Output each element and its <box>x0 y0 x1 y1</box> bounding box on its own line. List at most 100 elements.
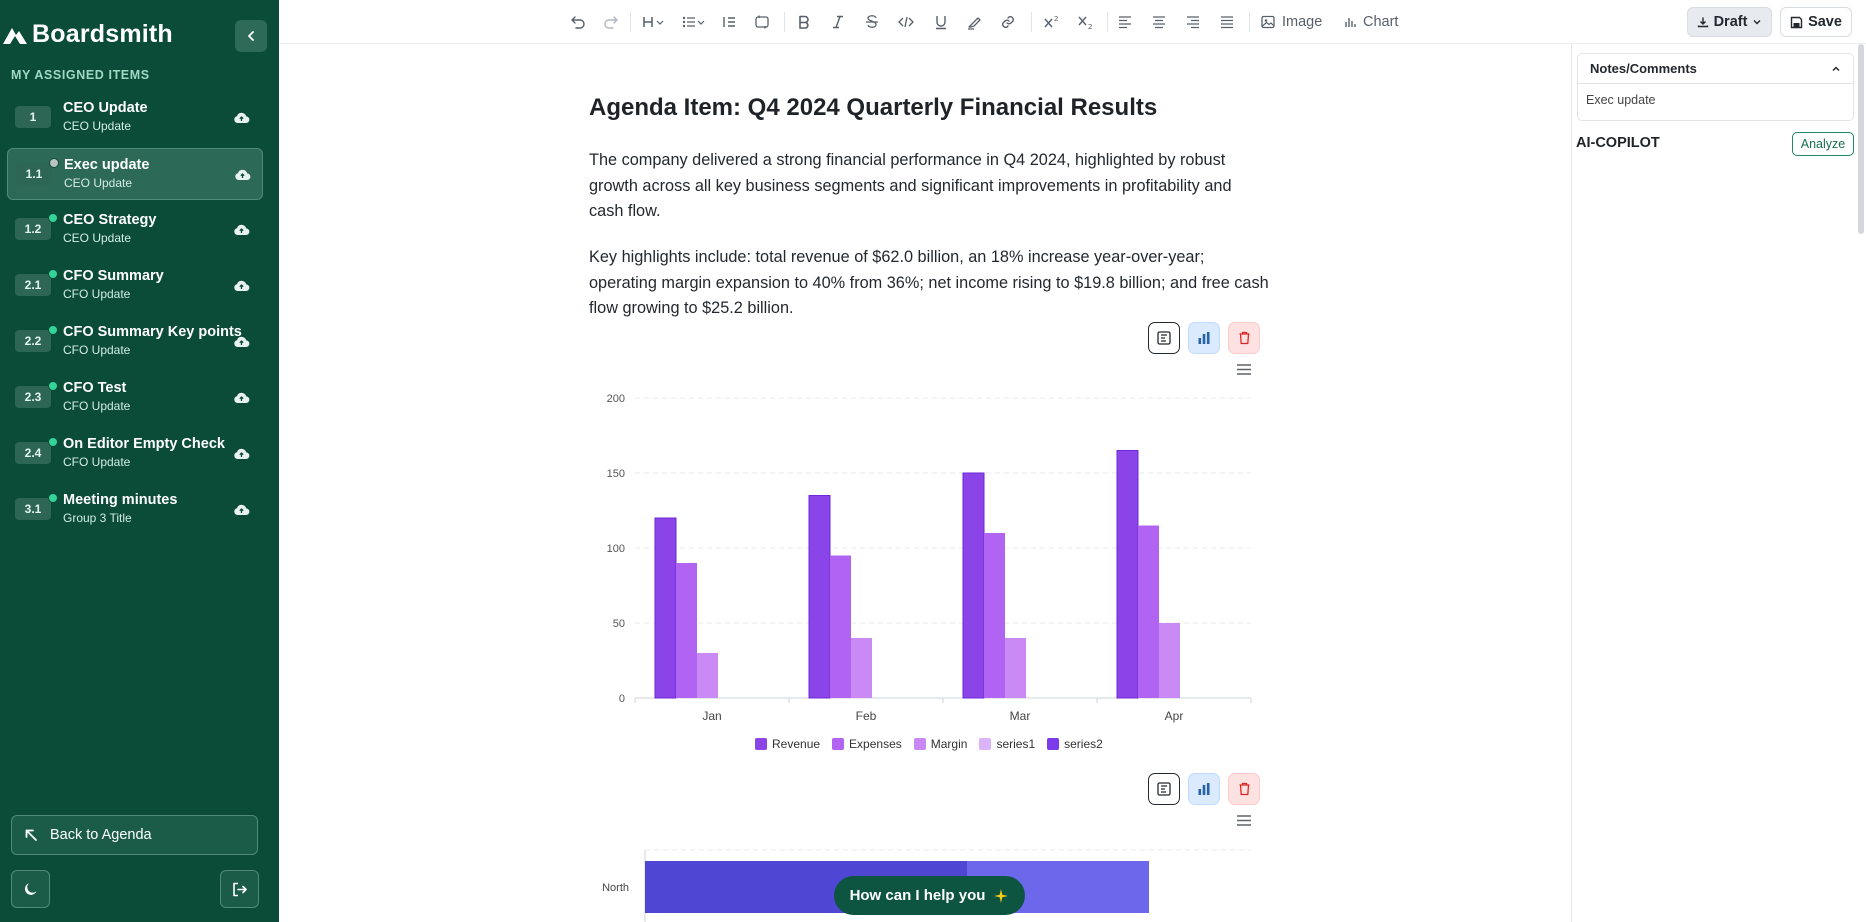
legend-item[interactable]: Expenses <box>832 737 902 751</box>
insert-image-button[interactable]: Image <box>1260 10 1322 34</box>
status-dot <box>48 437 58 447</box>
align-left-button[interactable] <box>1115 10 1135 34</box>
ai-help-label: How can I help you <box>849 887 986 904</box>
heading-dropdown[interactable] <box>641 10 667 34</box>
draft-status-dropdown[interactable]: Draft <box>1687 7 1772 37</box>
legend-item[interactable]: series2 <box>1047 737 1103 751</box>
svg-text:2: 2 <box>1088 23 1092 30</box>
sidebar-item[interactable]: 2.1 CFO Summary CFO Update <box>7 260 263 312</box>
brand[interactable]: Boardsmith <box>2 20 173 49</box>
cloud-upload-icon[interactable] <box>234 168 251 181</box>
trash-icon <box>1239 331 1249 345</box>
save-button[interactable]: Save <box>1780 7 1852 37</box>
legend-item[interactable]: Revenue <box>755 737 820 751</box>
italic-icon <box>833 15 843 29</box>
notes-body[interactable]: Exec update <box>1586 93 1656 107</box>
legend-swatch <box>832 738 845 750</box>
item-title: On Editor Empty Check <box>63 436 225 452</box>
cloud-upload-icon[interactable] <box>233 279 250 292</box>
superscript-icon: 2 <box>1044 15 1058 28</box>
underline-button[interactable] <box>931 10 951 34</box>
paragraph-1[interactable]: The company delivered a strong financial… <box>589 151 1232 220</box>
underline-icon <box>936 16 946 30</box>
analyze-button[interactable]: Analyze <box>1792 132 1854 156</box>
bar <box>1116 450 1139 699</box>
chevron-up-icon[interactable] <box>1831 64 1841 74</box>
x-tick-label: Jan <box>702 709 721 723</box>
bold-button[interactable] <box>794 10 814 34</box>
sidebar-item[interactable]: 2.4 On Editor Empty Check CFO Update <box>7 428 263 480</box>
superscript-button[interactable]: 2 <box>1041 10 1063 34</box>
document-title[interactable]: Agenda Item: Q4 2024 Quarterly Financial… <box>589 94 1158 121</box>
bold-icon <box>799 15 809 29</box>
sidebar-item[interactable]: 3.1 Meeting minutes Group 3 Title <box>7 484 263 536</box>
redo-button[interactable] <box>601 10 621 34</box>
notes-header[interactable]: Notes/Comments <box>1578 54 1853 84</box>
paragraph-2[interactable]: Key highlights include: total revenue of… <box>589 248 1269 317</box>
draft-label: Draft <box>1713 14 1748 30</box>
download-icon <box>1697 17 1708 28</box>
sidebar-item[interactable]: 1.2 CEO Strategy CEO Update <box>7 204 263 256</box>
chart-menu-icon[interactable] <box>1236 814 1252 827</box>
notes-panel: Notes/Comments Exec update <box>1577 53 1854 121</box>
bar <box>1138 525 1159 698</box>
chart-type-button[interactable] <box>1188 322 1220 354</box>
undo-button[interactable] <box>568 10 588 34</box>
logout-button[interactable] <box>220 870 259 908</box>
bar-chart-icon <box>1198 332 1210 344</box>
edit-chart-button[interactable] <box>1148 322 1180 354</box>
cloud-upload-icon[interactable] <box>233 447 250 460</box>
legend-label: Margin <box>930 737 968 751</box>
y-tick-label: 200 <box>607 393 625 405</box>
status-dot <box>48 325 58 335</box>
back-to-agenda-button[interactable]: Back to Agenda <box>11 815 258 855</box>
theme-toggle-button[interactable] <box>11 870 50 908</box>
legend-label: Expenses <box>849 737 902 751</box>
cloud-upload-icon[interactable] <box>233 335 250 348</box>
link-button[interactable] <box>997 10 1019 34</box>
align-justify-button[interactable] <box>1217 10 1237 34</box>
cloud-upload-icon[interactable] <box>233 391 250 404</box>
chart-label: Chart <box>1363 14 1399 30</box>
collapse-sidebar-button[interactable] <box>235 20 267 52</box>
align-right-button[interactable] <box>1183 10 1203 34</box>
undo-icon <box>571 16 585 29</box>
highlight-button[interactable] <box>964 10 984 34</box>
code-block-button[interactable] <box>752 10 772 34</box>
bar <box>1159 623 1180 698</box>
cloud-upload-icon[interactable] <box>233 503 250 516</box>
edit-chart-button[interactable] <box>1148 773 1180 805</box>
item-title: CFO Test <box>63 380 127 396</box>
y-tick-label: 100 <box>607 543 625 555</box>
item-number: 1.2 <box>15 218 51 240</box>
sidebar-item[interactable]: 1 CEO Update CEO Update <box>7 92 263 144</box>
chart-type-button[interactable] <box>1188 773 1220 805</box>
item-title: Exec update <box>64 157 150 173</box>
chevron-down-icon <box>1753 20 1761 25</box>
list-dropdown[interactable] <box>681 10 707 34</box>
align-right-icon <box>1187 16 1199 29</box>
bar <box>654 517 677 699</box>
subscript-button[interactable]: 2 <box>1075 10 1097 34</box>
chart-menu-icon[interactable] <box>1236 363 1252 376</box>
bar <box>808 495 831 699</box>
item-subtitle: CFO Update <box>63 399 131 413</box>
cloud-upload-icon[interactable] <box>233 111 250 124</box>
delete-chart-button[interactable] <box>1228 322 1260 354</box>
ai-help-button[interactable]: How can I help you <box>834 876 1025 915</box>
legend-item[interactable]: Margin <box>913 737 968 751</box>
inline-code-button[interactable] <box>895 10 917 34</box>
scrollbar[interactable] <box>1858 44 1864 234</box>
blockquote-button[interactable] <box>719 10 739 34</box>
legend-item[interactable]: series1 <box>979 737 1035 751</box>
highlighter-icon <box>968 17 981 30</box>
cloud-upload-icon[interactable] <box>233 223 250 236</box>
sidebar-item[interactable]: 2.2 CFO Summary Key points CFO Update <box>7 316 263 368</box>
insert-chart-button[interactable]: Chart <box>1343 10 1398 34</box>
italic-button[interactable] <box>828 10 848 34</box>
delete-chart-button[interactable] <box>1228 773 1260 805</box>
strikethrough-button[interactable] <box>862 10 882 34</box>
align-center-button[interactable] <box>1149 10 1169 34</box>
sidebar-item[interactable]: 2.3 CFO Test CFO Update <box>7 372 263 424</box>
sidebar-item[interactable]: 1.1 Exec update CEO Update <box>7 148 263 200</box>
